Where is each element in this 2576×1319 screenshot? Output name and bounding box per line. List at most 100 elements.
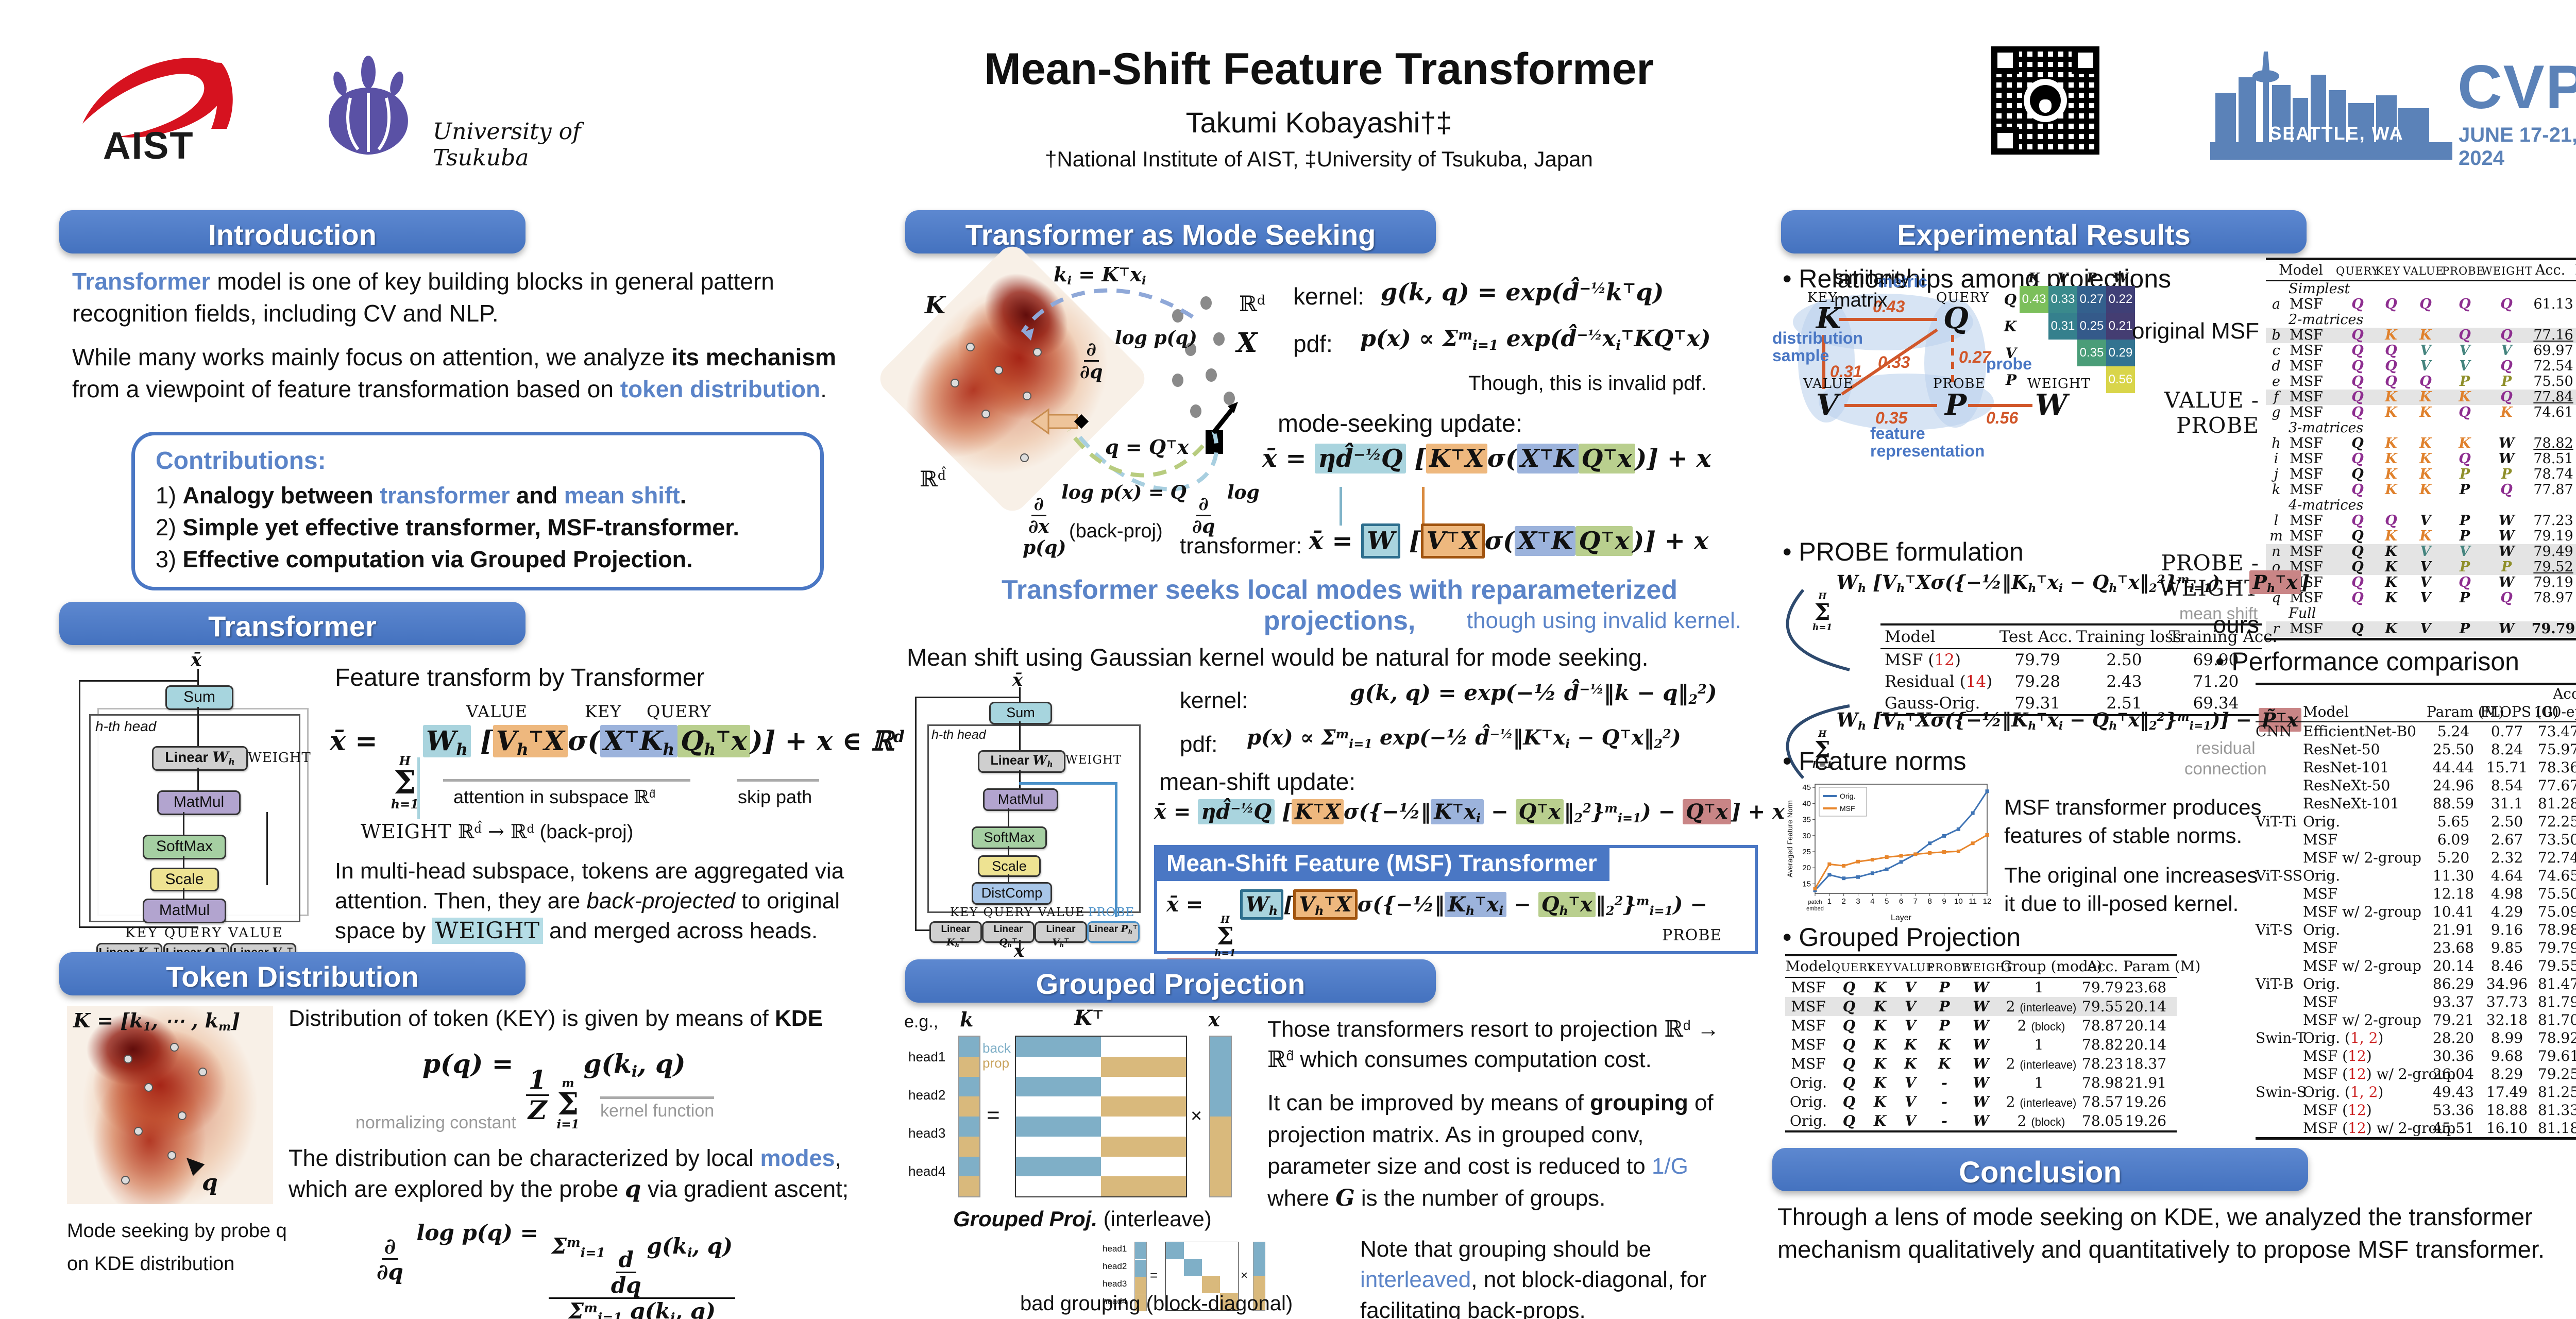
matrix-cells: 0.43 0.33 0.27 0.22 <box>2020 286 2135 313</box>
fig-X-label: X <box>1236 327 1258 359</box>
head4-label: head4 <box>908 1163 946 1179</box>
svg-text:35: 35 <box>1802 816 1811 824</box>
weight-connector <box>417 757 420 819</box>
table-row: f MSF Q K K K Q 77.84 18.37 <box>2266 390 2576 405</box>
svg-text:20: 20 <box>1802 864 1811 872</box>
msf-probe-label: PROBE <box>1662 926 1722 944</box>
svg-text:8: 8 <box>1927 897 1931 906</box>
weight-label: WEIGHT <box>1065 753 1122 767</box>
seattle-skyline-icon <box>2210 52 2452 160</box>
table-row: i MSF Q K K Q W 78.51 20.14 <box>2274 451 2573 467</box>
qr-finder-icon <box>2072 46 2099 74</box>
probe-label: probe <box>1986 354 2032 373</box>
bullet-grouped-projection: • Grouped Projection <box>1783 923 2021 952</box>
diagram-x-label: x <box>1014 941 1025 961</box>
section-experimental-results: Experimental Results <box>1781 210 2307 253</box>
node-value: V <box>1816 388 1839 422</box>
probe-path <box>1019 782 1117 785</box>
qr-finder-icon <box>1991 46 2019 74</box>
node-weight: W <box>2035 388 2067 422</box>
matrix-cells: 0.31 0.25 0.21 <box>2020 313 2135 340</box>
section-transformer: Transformer <box>59 602 526 645</box>
qr-code <box>1991 46 2099 155</box>
aist-logo-text: AIST <box>103 124 194 167</box>
table-row: MSF (12) 53.36 18.88 81.33 83.70 <box>2303 1102 2576 1119</box>
x-label: x <box>1208 1008 1220 1031</box>
matmul-box: MatMul <box>157 790 241 815</box>
table-row: Simplest <box>2289 281 2350 297</box>
table-row: 2-matrices <box>2289 312 2364 328</box>
fig-dq-formula: ∂ ∂q log p(q) <box>1080 327 1197 383</box>
cvpr-location: SEATTLE, WA <box>2269 123 2404 144</box>
table-row: n MSF Q K V V W 79.49 21.91 <box>2266 544 2576 560</box>
skip-label: skip path <box>738 786 812 807</box>
table-row: MSF w/ 2-group 10.41 4.29 75.09 77.31 <box>2303 903 2576 920</box>
table-row: ViT-Ti Orig. 5.65 2.50 72.25 75.71 <box>2256 813 2576 830</box>
eg-label: e.g., <box>904 1012 939 1031</box>
bullet-probe-formulation: • PROBE formulation <box>1783 537 2024 566</box>
head1-label: head1 <box>1103 1244 1127 1254</box>
table-row: l MSF Q Q V P W 77.23 21.91 <box>2274 513 2573 529</box>
kernel-formula: g(k, q) = exp(d̂−½k⊤q) <box>1381 278 1664 306</box>
table-row: MSF 23.68 9.85 79.79 81.49 <box>2303 939 2576 956</box>
probe-arrow-icon <box>180 1152 205 1176</box>
svg-text:embed: embed <box>1806 906 1824 912</box>
transformer-comparison-label: transformer: <box>1180 533 1302 559</box>
table-row: ResNet-50 25.50 8.24 75.97 78.78 <box>2303 741 2576 758</box>
intro-paragraph-1: Transformer model is one of key building… <box>72 268 774 327</box>
table-row: MSF Q K V P W 2 (interleave) 79.55 20.14 <box>1785 997 2177 1016</box>
kqv-label: KEY QUERY VALUE <box>950 906 1086 919</box>
svg-text:12: 12 <box>1983 897 1991 906</box>
grouped-p1: Those transformers resort to projection … <box>1267 1016 1720 1073</box>
kernel-label: kernel: <box>1293 283 1365 310</box>
svg-text:Averaged Feature Norm: Averaged Feature Norm <box>1786 800 1794 877</box>
x-vector <box>1253 1242 1265 1311</box>
page-title: Mean-Shift Feature Transformer <box>984 44 1654 94</box>
aist-swoosh-icon <box>82 58 233 138</box>
edge-value: 0.27 <box>1959 348 1991 366</box>
table-row: MSF Q K K K W 2 (interleave) 78.23 18.37 <box>1791 1055 2167 1072</box>
probe-connectors <box>1786 589 1850 780</box>
svg-text:3: 3 <box>1856 897 1860 906</box>
similarity-text-label: similarity matrix <box>1834 267 1910 311</box>
table-row: ResNeXt-50 24.96 8.54 77.67 80.11 <box>2303 777 2576 794</box>
pdf-formula: p(x) ∝ Σmi=1 exp(d̂−½xi⊤KQ⊤x) <box>1360 326 1711 354</box>
fig-Rdhat-label: ℝd̂ <box>920 466 946 492</box>
section-mode-seeking: Transformer as Mode Seeking <box>905 210 1436 253</box>
linear-weight-box: Linear Wh <box>978 750 1065 773</box>
kt-matrix <box>1165 1242 1239 1311</box>
gaussian-lead: Mean shift using Gaussian kernel would b… <box>907 644 1649 671</box>
grouped-p2: It can be improved by means of grouping … <box>1267 1090 1714 1211</box>
table-row: d MSF Q Q V V Q 72.54 18.37 <box>2272 358 2573 374</box>
svg-text:11: 11 <box>1969 897 1977 906</box>
table-row: MSF 12.18 4.98 75.50 78.20 <box>2303 885 2576 902</box>
node-key: K <box>1816 301 1841 335</box>
bullet-feature-norms: • Feature norms <box>1783 747 1967 775</box>
probe-path <box>1115 782 1117 917</box>
diagram-xbar-label: x̄ <box>1012 670 1023 690</box>
key-label: KEY <box>585 702 622 721</box>
modes-paragraph: The distribution can be characterized by… <box>289 1145 849 1203</box>
kernel-function-label: kernel function <box>600 1096 715 1121</box>
qr-finder-icon <box>1991 127 2019 155</box>
svg-text:40: 40 <box>1802 799 1811 808</box>
similarity-blobs <box>1793 294 2032 430</box>
intro-paragraph-2: While many works mainly focus on attenti… <box>72 344 836 403</box>
table-row: Orig. Q K V - W 1 78.98 21.91 <box>1789 1074 2167 1091</box>
table-row: j MSF Q K K P P 78.74 20.14 <box>2274 466 2573 482</box>
probe-label: PROBE <box>1088 906 1135 919</box>
node-cap: KEY <box>1807 290 1838 306</box>
blue-conclusion-1: Transformer seeks local modes with repar… <box>1001 575 1678 636</box>
table-row: ViT-S Orig. 21.91 9.16 78.98 80.98 <box>2256 921 2576 938</box>
table-row: g MSF Q K K Q K 74.61 18.37 <box>2272 404 2573 420</box>
kde-q-label: q <box>202 1170 218 1196</box>
table-row: 3-matrices <box>2289 420 2364 436</box>
head2-label: head2 <box>1103 1261 1127 1271</box>
table-row: MSF Q K V P W 1 79.79 23.68 <box>1791 979 2167 996</box>
linear-p-box: Linear Ph⊤ <box>1087 921 1140 943</box>
linear-v-box: Linear Vh⊤ <box>1035 921 1087 949</box>
head3-label: head3 <box>908 1125 946 1141</box>
side-label-value-probe: VALUE - PROBE <box>2164 387 2259 438</box>
